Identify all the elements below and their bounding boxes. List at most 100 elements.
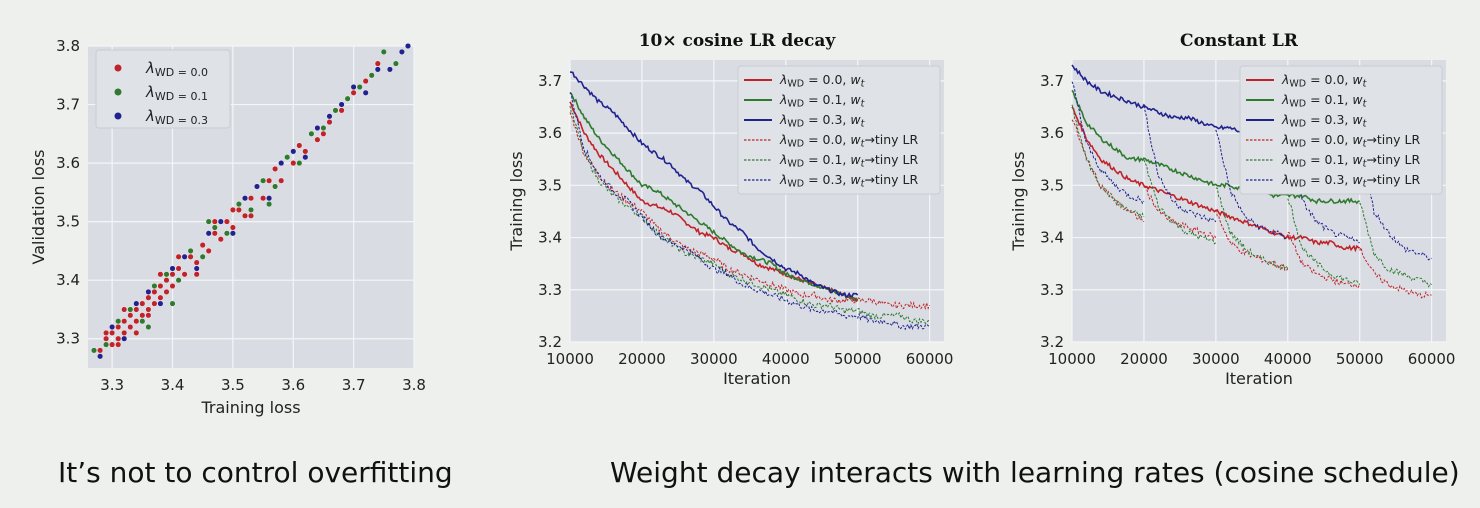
scatter-point-series-1 — [368, 72, 375, 79]
constant-line-series-4-seg-3 — [1287, 198, 1361, 285]
scatter-point-series-0 — [320, 130, 327, 137]
scatter-point-series-2 — [193, 265, 200, 272]
cosine-legend-box — [737, 65, 941, 195]
scatter-xtick-label: 3.4 — [161, 376, 185, 394]
legend-label-wd03: λWD = 0.3 — [145, 107, 208, 127]
scatter-point-series-2 — [205, 230, 212, 237]
constant-line-series-3-seg-0 — [1071, 119, 1145, 223]
scatter-point-series-0 — [302, 148, 309, 155]
constant-xtick-label: 10000 — [1048, 350, 1096, 368]
constant-ylabel: Training loss — [1009, 151, 1028, 251]
scatter-point-series-0 — [97, 347, 104, 354]
constant-line-series-4-seg-4 — [1359, 202, 1432, 288]
scatter-ytick-label: 3.6 — [56, 154, 80, 172]
constant-ytick-label: 3.3 — [1040, 281, 1064, 299]
cosine-xtick-label: 10000 — [546, 350, 594, 368]
cosine-line-series-1 — [569, 91, 859, 302]
scatter-point-series-0 — [199, 242, 206, 249]
scatter-point-series-0 — [260, 195, 267, 202]
scatter-point-series-2 — [121, 335, 128, 342]
scatter-point-series-0 — [229, 206, 236, 213]
cosine-ytick-label: 3.7 — [538, 72, 562, 90]
constant-legend-label: λWD = 0.0, wt — [1281, 72, 1368, 90]
scatter-point-series-0 — [362, 78, 369, 85]
scatter-point-series-0 — [115, 341, 122, 348]
constant-xtick-label: 20000 — [1120, 350, 1168, 368]
scatter-point-series-1 — [284, 154, 291, 161]
legend-label-wd01: λWD = 0.1 — [145, 83, 208, 103]
scatter-point-series-2 — [314, 124, 321, 131]
cosine-legend-label: λWD = 0.1, wt→tiny LR — [779, 152, 918, 170]
scatter-point-series-0 — [133, 306, 140, 313]
scatter-point-series-0 — [133, 329, 140, 336]
constant-legend-label: λWD = 0.1, wt→tiny LR — [1281, 152, 1420, 170]
scatter-point-series-0 — [266, 177, 273, 184]
scatter-point-series-0 — [103, 329, 110, 336]
scatter-point-series-0 — [121, 318, 128, 325]
scatter-point-series-2 — [253, 183, 260, 190]
scatter-point-series-1 — [90, 347, 97, 354]
scatter-point-series-0 — [175, 265, 182, 272]
constant-line-series-4-seg-0 — [1071, 104, 1145, 220]
constant-ytick-label: 3.2 — [1040, 333, 1064, 351]
constant-line-series-4-seg-1 — [1143, 159, 1217, 245]
constant-xtick-label: 40000 — [1264, 350, 1312, 368]
scatter-point-series-1 — [145, 324, 152, 331]
scatter-point-series-2 — [338, 101, 345, 108]
scatter-legend: λWD = 0.0 λWD = 0.1 λWD = 0.3 — [95, 49, 231, 129]
scatter-point-series-0 — [296, 142, 303, 149]
scatter-point-series-1 — [392, 60, 399, 67]
cosine-ytick-label: 3.4 — [538, 229, 562, 247]
scatter-point-series-0 — [217, 236, 224, 243]
scatter-xtick-label: 3.6 — [281, 376, 305, 394]
cosine-ylabel: Training loss — [507, 151, 526, 251]
cosine-legend-label: λWD = 0.0, wt→tiny LR — [779, 132, 918, 150]
cosine-xtick-label: 50000 — [834, 350, 882, 368]
scatter-point-series-0 — [314, 136, 321, 143]
cosine-line-series-5 — [569, 92, 930, 331]
scatter-point-series-0 — [115, 335, 122, 342]
scatter-point-series-2 — [405, 43, 412, 50]
cosine-ytick-label: 3.6 — [538, 124, 562, 142]
scatter-point-series-2 — [374, 66, 381, 73]
scatter-point-series-1 — [356, 83, 363, 90]
scatter-xlabel: Training loss — [200, 398, 300, 417]
constant-legend-label: λWD = 0.3, wt — [1281, 112, 1368, 130]
legend-marker-wd03 — [114, 112, 122, 120]
scatter-point-series-0 — [163, 288, 170, 295]
scatter-point-series-0 — [151, 288, 158, 295]
scatter-point-series-0 — [241, 212, 248, 219]
caption-right: Weight decay interacts with learning rat… — [610, 456, 1460, 489]
cosine-title: 10× cosine LR decay — [639, 31, 837, 51]
scatter-ytick-label: 3.8 — [56, 37, 80, 55]
cosine-xtick-label: 30000 — [690, 350, 738, 368]
scatter-point-series-1 — [260, 177, 267, 184]
cosine-legend-label: λWD = 0.3, wt — [779, 112, 866, 130]
legend-marker-wd01 — [114, 88, 122, 96]
scatter-point-series-1 — [115, 318, 122, 325]
scatter-point-series-1 — [223, 230, 230, 237]
scatter-point-series-0 — [175, 253, 182, 260]
scatter-point-series-0 — [272, 165, 279, 172]
scatter-point-series-2 — [302, 154, 309, 161]
scatter-ytick-label: 3.3 — [56, 330, 80, 348]
scatter-point-series-0 — [211, 218, 218, 225]
scatter-ytick-label: 3.7 — [56, 96, 80, 114]
scatter-xtick-label: 3.7 — [342, 376, 366, 394]
scatter-point-series-0 — [247, 195, 254, 202]
scatter-point-series-1 — [266, 201, 273, 208]
scatter-point-series-0 — [157, 283, 164, 290]
constant-legend-label: λWD = 0.0, wt→tiny LR — [1281, 132, 1420, 150]
scatter-point-series-2 — [169, 265, 176, 272]
caption-left: It’s not to control overfitting — [58, 456, 453, 489]
cosine-ytick-label: 3.2 — [538, 333, 562, 351]
scatter-point-series-0 — [187, 253, 194, 260]
cosine-xtick-label: 40000 — [762, 350, 810, 368]
scatter-ytick-label: 3.4 — [56, 271, 80, 289]
constant-title: Constant LR — [1180, 31, 1299, 51]
scatter-point-series-2 — [133, 300, 140, 307]
scatter-point-series-1 — [127, 306, 134, 313]
scatter-point-series-1 — [151, 283, 158, 290]
scatter-point-series-1 — [163, 271, 170, 278]
scatter-point-series-0 — [229, 224, 236, 231]
